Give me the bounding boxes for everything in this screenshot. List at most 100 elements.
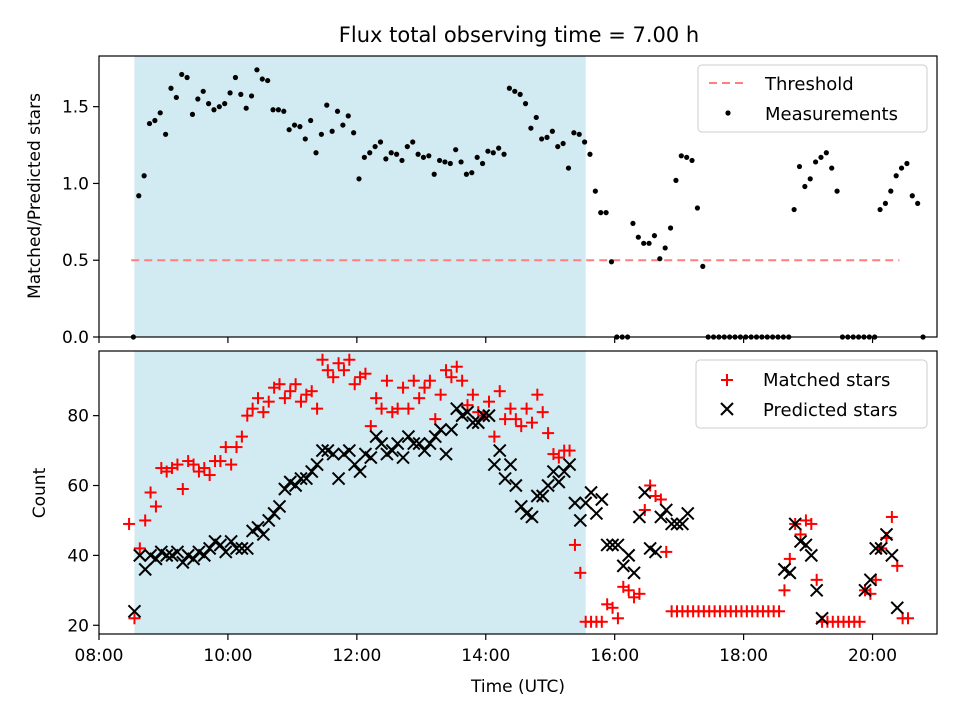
matched-star-point <box>246 402 259 415</box>
measurement-point <box>888 188 894 194</box>
measurement-point <box>812 159 819 165</box>
measurement-point <box>184 74 190 81</box>
predicted-star-point <box>621 548 636 563</box>
predicted-star-point <box>525 510 539 524</box>
measurement-point <box>447 160 453 167</box>
matched-star-point <box>397 381 410 394</box>
measurement-point <box>560 140 566 147</box>
predicted-star-point <box>396 450 410 465</box>
measurement-point <box>517 91 523 97</box>
predicted-star-point <box>654 510 668 524</box>
measurement-point <box>893 173 899 179</box>
matched-star-point <box>327 371 340 384</box>
y-tick-label: 20 <box>67 616 89 636</box>
matched-star-point <box>542 427 555 440</box>
predicted-star-point <box>890 601 904 615</box>
x-tick-label: 14:00 <box>461 646 510 666</box>
y-tick-label: 1.5 <box>62 98 89 118</box>
measurement-point <box>834 188 840 194</box>
measurement-point <box>818 154 824 160</box>
x-tick-label: 08:00 <box>75 646 124 666</box>
matched-star-point <box>252 392 265 405</box>
matched-star-point <box>773 605 786 618</box>
measurement-point <box>136 193 142 199</box>
measurement-point <box>528 125 534 131</box>
measurement-point <box>431 171 437 177</box>
measurement-point <box>291 122 298 128</box>
predicted-star-point <box>278 482 292 496</box>
measurement-point <box>345 113 351 119</box>
predicted-star-point <box>638 485 652 500</box>
top-legend: Threshold Measurements <box>697 64 928 133</box>
chart-title: Flux total observing time = 7.00 h <box>339 23 699 47</box>
measurement-point <box>308 117 314 124</box>
predicted-star-point <box>272 499 287 514</box>
observing-interval-shade-bottom <box>134 351 586 634</box>
measurement-point <box>189 111 196 117</box>
y-tick-label: 40 <box>67 546 89 566</box>
predicted-star-point <box>530 489 545 503</box>
measurement-point <box>211 107 217 113</box>
predicted-star-point <box>675 517 690 531</box>
measurement-point <box>829 165 835 171</box>
predicted-star-point <box>439 447 453 461</box>
measurement-point <box>157 110 163 116</box>
measurement-point <box>168 85 174 91</box>
measurement-point <box>222 101 228 107</box>
matched-star-point <box>864 587 877 600</box>
matched-star-point <box>622 584 635 597</box>
measurement-point <box>802 183 808 190</box>
matched-star-point <box>225 458 238 471</box>
measurement-point <box>415 151 421 157</box>
matched-star-point <box>611 612 624 625</box>
measurement-point <box>474 154 480 160</box>
measurement-point <box>490 150 496 156</box>
top-x-ticks <box>98 337 874 343</box>
predicted-star-point <box>557 464 571 479</box>
predicted-star-point <box>197 548 211 563</box>
matched-star-point <box>176 483 189 496</box>
measurement-point <box>909 193 915 199</box>
measurement-point <box>367 150 373 156</box>
measurement-point <box>635 234 641 240</box>
predicted-star-point <box>342 443 357 458</box>
measurement-point <box>426 153 432 159</box>
measurement-point <box>694 205 701 211</box>
matched-star-point <box>359 367 372 380</box>
predicted-star-point <box>176 555 190 570</box>
predicted-star-point <box>471 415 485 430</box>
predicted-star-point <box>224 534 238 549</box>
matched-star-point <box>273 378 286 391</box>
predicted-star-point <box>186 552 201 566</box>
matched-star-point <box>311 402 324 415</box>
matched-star-point <box>343 353 356 366</box>
predicted-star-point <box>417 443 432 458</box>
measurement-point <box>410 139 416 145</box>
bottom-y-axis-label: Count <box>30 467 50 518</box>
predicted-star-point <box>858 583 872 598</box>
matched-star-point <box>133 542 146 555</box>
matched-star-point <box>214 455 227 468</box>
matched-star-point <box>509 413 522 426</box>
matched-star-point <box>638 503 651 516</box>
matched-star-point <box>520 402 533 415</box>
measurement-point <box>436 157 443 164</box>
matched-star-point <box>203 469 216 482</box>
matched-star-point <box>606 601 619 614</box>
measurement-point <box>318 131 324 137</box>
predicted-star-point <box>305 464 319 479</box>
matched-star-point <box>515 420 528 433</box>
predicted-star-point <box>294 471 308 486</box>
measurement-point <box>393 151 400 157</box>
measurement-point <box>522 101 529 107</box>
measurement-point <box>667 225 674 231</box>
legend-matched-swatch <box>721 374 733 386</box>
x-tick-label: 16:00 <box>590 646 639 666</box>
measurement-point <box>152 117 158 124</box>
matched-star-point <box>482 395 495 408</box>
measurement-point <box>238 91 244 97</box>
legend-predicted-swatch <box>720 402 734 416</box>
measurement-point <box>372 143 378 150</box>
predicted-star-point <box>412 436 426 451</box>
predicted-star-point <box>428 429 442 444</box>
